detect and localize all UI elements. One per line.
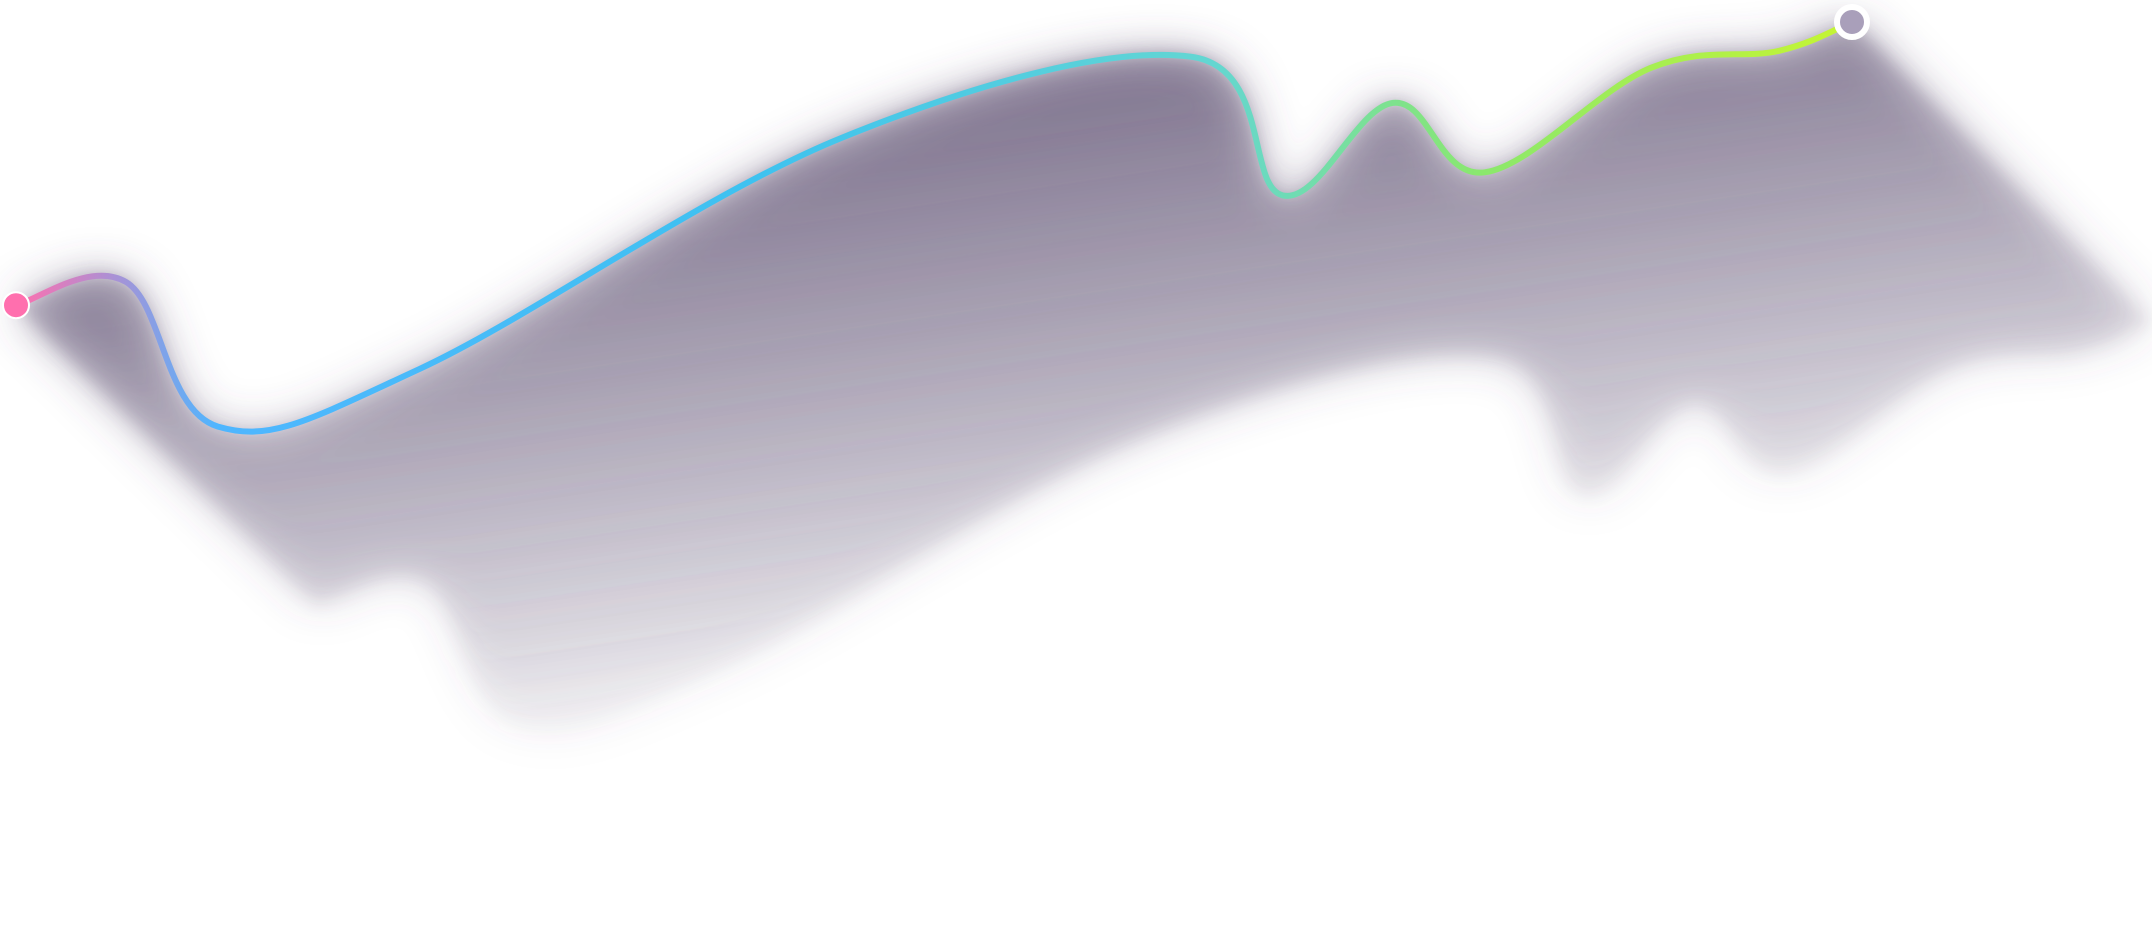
data-point [1390,100,1396,106]
shadow-layer [16,22,2152,732]
line-shadow-core [16,22,2152,732]
data-point [215,424,221,430]
start-point-marker [2,291,30,320]
data-point [1280,192,1286,198]
marker-layer [2,4,1870,430]
data-point [1647,65,1653,71]
data-point [417,366,423,372]
data-point [123,279,129,285]
line-layer [13,19,1855,435]
end-point-marker [1834,4,1870,40]
data-point [1482,169,1488,175]
data-point [1776,48,1782,54]
series-line [13,19,1855,435]
data-point [1188,54,1194,60]
data-point [839,135,845,141]
